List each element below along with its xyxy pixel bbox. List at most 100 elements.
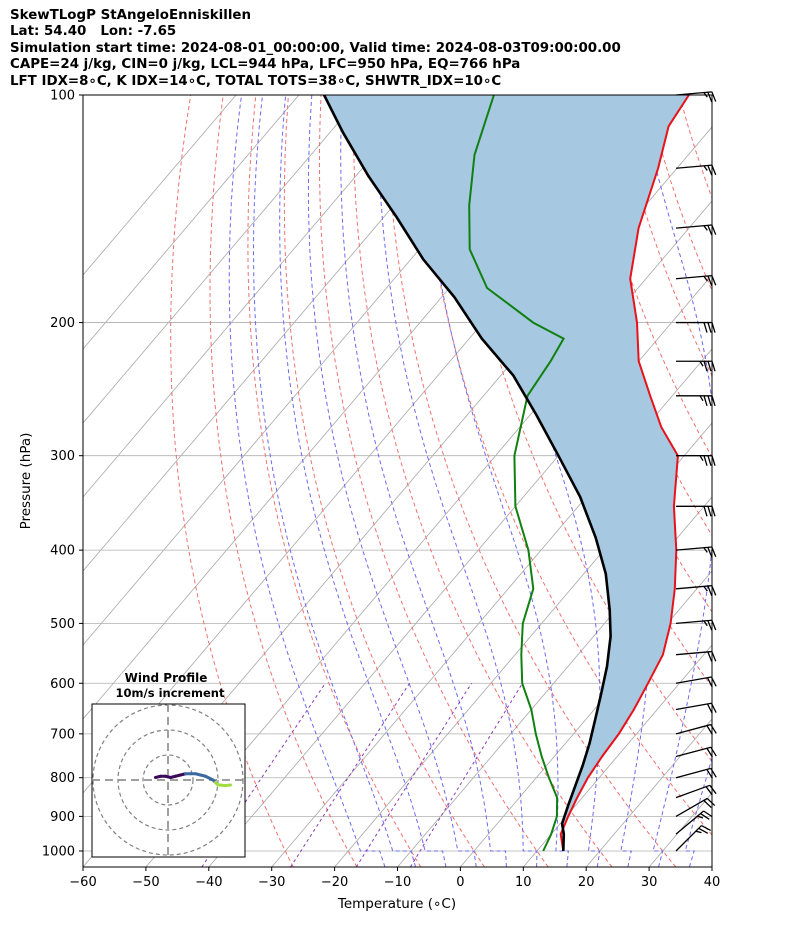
wind-barb xyxy=(675,676,717,688)
hodograph-segment xyxy=(224,783,232,787)
x-axis-ticks: −60 −50 −40 −30 −20 −10 0 10 20 30 40 xyxy=(69,867,720,890)
cape-fill-layer xyxy=(324,95,689,851)
wind-barb xyxy=(675,164,717,176)
mixing-ratio-line xyxy=(355,683,473,867)
dry-adiabat-line xyxy=(247,95,422,867)
hodograph-inset: Wind Profile 10m/s increment xyxy=(91,671,246,858)
isotherm-line xyxy=(145,200,712,867)
y-tick-label: 600 xyxy=(50,677,75,692)
moist-adiabat-line xyxy=(684,756,712,867)
hodograph-rings xyxy=(92,704,245,857)
title-indices: LFT IDX=8∘C, K IDX=14∘C, TOTAL TOTS=38∘C… xyxy=(10,73,502,89)
wind-barb xyxy=(675,767,717,779)
isotherm-line xyxy=(83,95,300,350)
dry-adiabat-line xyxy=(385,95,677,867)
wind-barb xyxy=(676,321,716,333)
wind-barb xyxy=(675,274,717,286)
wind-barb xyxy=(675,619,717,631)
title-station: SkewTLogP StAngeloEnniskillen xyxy=(10,8,252,23)
isotherm-line xyxy=(711,866,712,867)
dry-adiabat-line xyxy=(209,95,358,867)
x-tick-label: 10 xyxy=(515,875,532,890)
x-tick-label: 40 xyxy=(704,875,721,890)
y-tick-label: 100 xyxy=(50,89,75,104)
isotherm-line xyxy=(83,95,488,572)
x-tick-label: 0 xyxy=(456,875,464,890)
dewpoint-line xyxy=(468,95,565,852)
moist-adiabat-line xyxy=(279,95,447,867)
y-tick-label: 700 xyxy=(50,727,75,742)
chart-title-block: SkewTLogP StAngeloEnniskillen Lat: 54.40… xyxy=(10,8,621,90)
dry-adiabat-line xyxy=(777,95,794,867)
x-tick-label: −40 xyxy=(195,875,222,890)
dry-adiabat-line xyxy=(483,95,712,688)
y-tick-label: 900 xyxy=(50,810,75,825)
wind-barb xyxy=(676,395,716,407)
y-tick-label: 800 xyxy=(50,771,75,786)
wind-barb xyxy=(675,91,717,103)
isotherm-line xyxy=(585,718,712,867)
mixing-ratio-line xyxy=(290,683,410,867)
isotherm-line xyxy=(83,95,237,276)
x-tick-label: −30 xyxy=(258,875,285,890)
title-times: Simulation start time: 2024-08-01_00:00:… xyxy=(10,40,621,56)
moist-adiabat-line xyxy=(228,95,386,867)
hodograph-title: Wind Profile xyxy=(125,671,208,685)
x-tick-label: 30 xyxy=(641,875,658,890)
wind-barb xyxy=(676,455,716,466)
hodograph-ring xyxy=(142,754,194,806)
wind-barb xyxy=(675,784,717,799)
dry-adiabat-line xyxy=(318,95,549,867)
profile-lines xyxy=(322,95,690,852)
dry-adiabat-line xyxy=(745,95,794,867)
dry-adiabat-line xyxy=(581,95,712,458)
hodograph-trace xyxy=(154,772,232,787)
isotherm-line xyxy=(83,95,426,498)
cape-area xyxy=(324,95,689,851)
isotherm-line xyxy=(460,570,712,867)
moist-adiabat-line xyxy=(307,95,477,867)
isotherm-line xyxy=(397,496,712,867)
y-tick-label: 300 xyxy=(50,449,75,464)
wind-barb xyxy=(675,797,716,817)
dry-adiabat-line xyxy=(418,95,712,836)
moist-adiabat-line xyxy=(340,95,507,867)
title-location: Lat: 54.40 Lon: -7.65 xyxy=(10,24,177,40)
mixing-ratio-line xyxy=(409,683,523,867)
moist-adiabat-line xyxy=(546,95,652,867)
dry-adiabat-line xyxy=(352,95,613,867)
moist-adiabat-line xyxy=(638,95,712,867)
y-axis-ticks: 100 200 300 400 500 600 700 800 900 1000 xyxy=(42,89,83,859)
dry-adiabat-line xyxy=(170,95,294,867)
title-cape: CAPE=24 j/kg, CIN=0 j/kg, LCL=944 hPa, L… xyxy=(10,57,521,73)
mixing-ratio-line xyxy=(201,683,326,867)
y-tick-label: 400 xyxy=(50,544,75,559)
dry-adiabat-line xyxy=(283,95,485,867)
hodograph-subtitle: 10m/s increment xyxy=(116,686,225,700)
wind-barb xyxy=(675,824,711,852)
dry-adiabat-line xyxy=(711,95,712,98)
y-tick-label: 500 xyxy=(50,617,75,632)
wind-barb xyxy=(675,746,717,758)
x-tick-label: 20 xyxy=(578,875,595,890)
isotherm-line xyxy=(522,644,712,867)
background-lines xyxy=(83,95,794,867)
wind-barb xyxy=(675,224,717,236)
x-axis-label: Temperature (∘C) xyxy=(337,896,456,912)
isotherm-line xyxy=(83,95,363,424)
y-tick-label: 1000 xyxy=(42,844,75,859)
y-axis-label: Pressure (hPa) xyxy=(18,433,34,530)
parcel-line xyxy=(322,95,612,852)
wind-barbs xyxy=(675,91,717,852)
x-tick-label: −10 xyxy=(384,875,411,890)
wind-barb xyxy=(675,702,717,714)
wind-barb xyxy=(675,650,717,662)
wind-barb xyxy=(675,810,713,835)
y-tick-label: 200 xyxy=(50,316,75,331)
x-tick-label: −60 xyxy=(69,875,96,890)
temperature-line xyxy=(559,95,690,852)
moist-adiabat-line xyxy=(377,95,538,867)
wind-barb xyxy=(675,585,717,596)
x-tick-label: −20 xyxy=(321,875,348,890)
